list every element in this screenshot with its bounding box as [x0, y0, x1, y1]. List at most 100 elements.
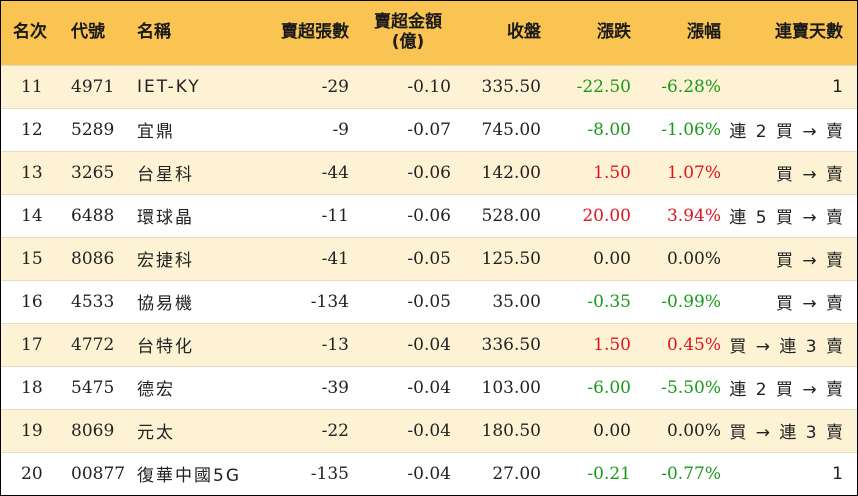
cell-change-pct: -6.28%: [661, 76, 721, 97]
cell-change-pct: 0.00%: [666, 248, 721, 269]
cell-name: 台特化: [137, 337, 194, 357]
cell-rank: 18: [21, 377, 43, 398]
cell-code: 6488: [71, 205, 115, 226]
cell-consecutive-days: 買 → 連 3 賣: [729, 423, 845, 443]
cell-close: 528.00: [481, 205, 541, 226]
cell-close: 35.00: [492, 291, 541, 312]
cell-sell-amount: -0.06: [407, 162, 451, 183]
cell-rank: 20: [21, 463, 43, 484]
header-name: 名稱: [137, 21, 171, 42]
cell-sell-amount: -0.07: [407, 119, 451, 140]
table-row: 20 00877 復華中國5G -135 -0.04 27.00 -0.21 -…: [1, 452, 857, 495]
cell-sell-amount: -0.05: [407, 291, 451, 312]
cell-change: -0.35: [587, 291, 631, 312]
cell-name: 環球晶: [137, 208, 194, 228]
cell-name: 復華中國5G: [137, 466, 241, 487]
table-header-row: 名次 代號 名稱 賣超張數 賣超金額 (億) 收盤 漲跌 漲幅 連賣天數: [1, 1, 857, 65]
cell-change-pct: -0.99%: [661, 291, 721, 312]
cell-close: 336.50: [481, 334, 541, 355]
cell-consecutive-days: 買 → 賣: [775, 294, 845, 314]
cell-change-pct: 0.45%: [666, 334, 721, 355]
cell-sell-lots: -13: [321, 334, 349, 355]
cell-sell-amount: -0.10: [407, 76, 451, 97]
cell-sell-lots: -134: [310, 291, 349, 312]
table-row: 16 4533 協易機 -134 -0.05 35.00 -0.35 -0.99…: [1, 280, 857, 323]
cell-sell-amount: -0.04: [407, 377, 451, 398]
header-sell-amount-unit: (億): [391, 31, 425, 52]
cell-name: 宏捷科: [137, 251, 194, 271]
cell-sell-lots: -41: [321, 248, 349, 269]
cell-close: 335.50: [481, 76, 541, 97]
cell-rank: 12: [21, 119, 43, 140]
cell-code: 4971: [71, 76, 115, 97]
cell-name: 元太: [137, 423, 175, 443]
cell-sell-amount: -0.04: [407, 463, 451, 484]
cell-consecutive-days: 買 → 賣: [775, 165, 845, 185]
cell-name: 德宏: [137, 380, 175, 400]
table-row: 15 8086 宏捷科 -41 -0.05 125.50 0.00 0.00% …: [1, 237, 857, 280]
cell-change: 1.50: [593, 162, 631, 183]
cell-consecutive-days: 連 5 買 → 賣: [729, 208, 845, 228]
cell-name: 台星科: [137, 165, 194, 185]
header-sell-amount: 賣超金額 (億): [351, 1, 453, 65]
cell-sell-amount: -0.06: [407, 205, 451, 226]
cell-name: IET-KY: [137, 76, 201, 97]
header-rank: 名次: [13, 21, 47, 42]
cell-close: 125.50: [481, 248, 541, 269]
cell-sell-lots: -11: [321, 205, 349, 226]
cell-consecutive-days: 買 → 連 3 賣: [729, 337, 845, 357]
cell-sell-lots: -44: [321, 162, 349, 183]
table-row: 18 5475 德宏 -39 -0.04 103.00 -6.00 -5.50%…: [1, 366, 857, 409]
cell-sell-amount: -0.05: [407, 248, 451, 269]
cell-code: 5289: [71, 119, 115, 140]
cell-code: 8086: [71, 248, 115, 269]
cell-name: 宜鼎: [137, 122, 175, 142]
table-row: 19 8069 元太 -22 -0.04 180.50 0.00 0.00% 買…: [1, 409, 857, 452]
cell-rank: 19: [21, 420, 43, 441]
cell-change: 1.50: [593, 334, 631, 355]
cell-consecutive-days: 1: [832, 76, 845, 97]
cell-change-pct: -1.06%: [661, 119, 721, 140]
cell-consecutive-days: 連 2 買 → 賣: [729, 122, 845, 142]
cell-close: 103.00: [481, 377, 541, 398]
table-row: 12 5289 宜鼎 -9 -0.07 745.00 -8.00 -1.06% …: [1, 108, 857, 151]
cell-sell-lots: -39: [321, 377, 349, 398]
cell-change: 0.00: [593, 420, 631, 441]
cell-change: -22.50: [576, 76, 631, 97]
cell-code: 4533: [71, 291, 115, 312]
table-row: 17 4772 台特化 -13 -0.04 336.50 1.50 0.45% …: [1, 323, 857, 366]
cell-sell-lots: -9: [332, 119, 349, 140]
cell-sell-lots: -29: [321, 76, 349, 97]
header-code: 代號: [71, 21, 105, 42]
cell-close: 27.00: [492, 463, 541, 484]
cell-code: 4772: [71, 334, 115, 355]
cell-consecutive-days: 買 → 賣: [775, 251, 845, 271]
cell-change: -0.21: [587, 463, 631, 484]
header-change-pct: 漲幅: [687, 21, 721, 42]
cell-change: 0.00: [593, 248, 631, 269]
cell-consecutive-days: 1: [832, 463, 845, 484]
cell-change: 20.00: [582, 205, 631, 226]
cell-change: -6.00: [587, 377, 631, 398]
cell-code: 3265: [71, 162, 115, 183]
cell-rank: 14: [21, 205, 43, 226]
table-row: 11 4971 IET-KY -29 -0.10 335.50 -22.50 -…: [1, 65, 857, 108]
cell-close: 142.00: [481, 162, 541, 183]
cell-change: -8.00: [587, 119, 631, 140]
cell-change-pct: -5.50%: [661, 377, 721, 398]
cell-sell-amount: -0.04: [407, 420, 451, 441]
cell-code: 8069: [71, 420, 115, 441]
cell-rank: 17: [21, 334, 43, 355]
cell-rank: 11: [21, 76, 43, 97]
cell-close: 180.50: [481, 420, 541, 441]
cell-name: 協易機: [137, 294, 194, 314]
table-row: 14 6488 環球晶 -11 -0.06 528.00 20.00 3.94%…: [1, 194, 857, 237]
cell-sell-amount: -0.04: [407, 334, 451, 355]
cell-change-pct: -0.77%: [661, 463, 721, 484]
cell-rank: 13: [21, 162, 43, 183]
cell-code: 5475: [71, 377, 115, 398]
cell-close: 745.00: [481, 119, 541, 140]
cell-change-pct: 1.07%: [666, 162, 721, 183]
